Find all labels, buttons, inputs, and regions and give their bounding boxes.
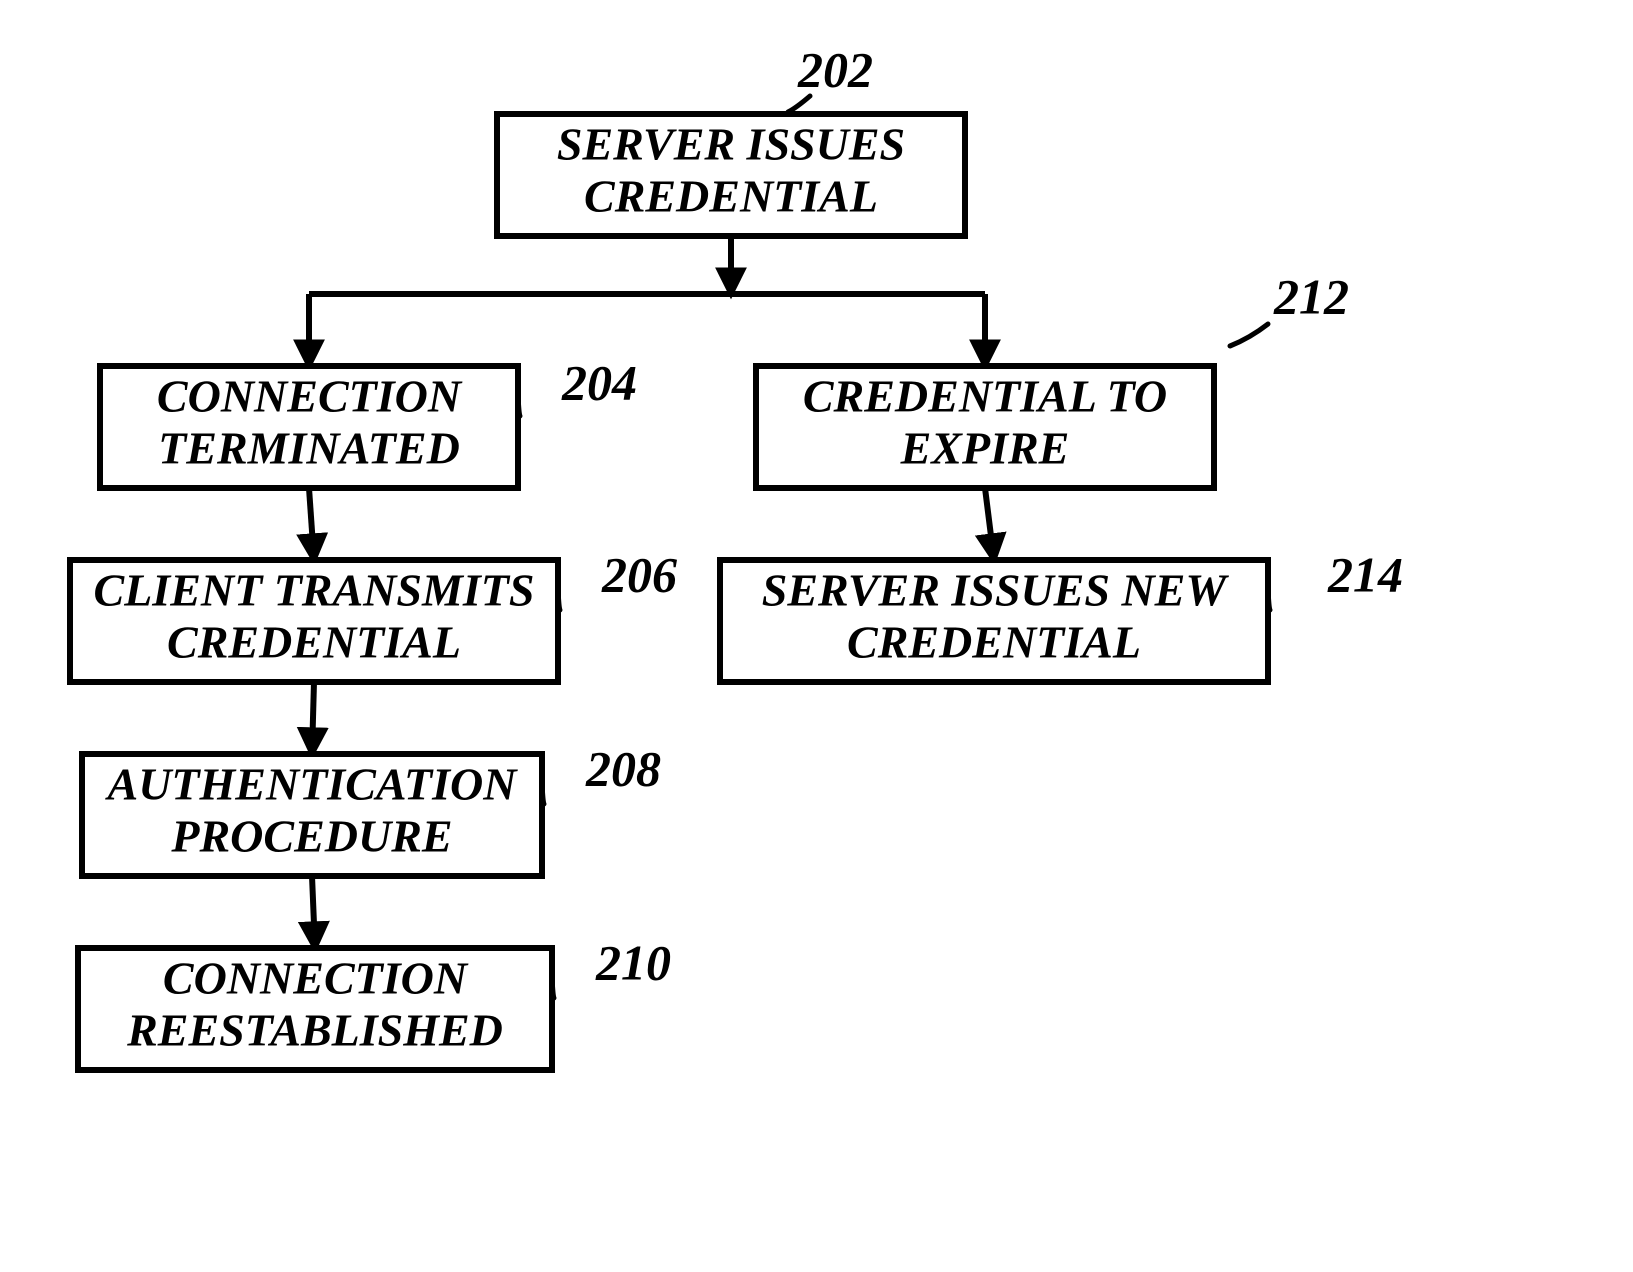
node-n202-ref: 202 bbox=[797, 41, 873, 97]
node-n210-ref-hook bbox=[552, 978, 554, 998]
node-n210-ref: 210 bbox=[595, 934, 671, 990]
node-n214-ref: 214 bbox=[1327, 546, 1403, 602]
node-n206-label-line2: CREDENTIAL bbox=[167, 617, 461, 668]
node-n204: CONNECTIONTERMINATED 204 bbox=[100, 354, 637, 488]
edge-n204-n206 bbox=[309, 488, 314, 560]
edge-n208-n210 bbox=[312, 876, 315, 948]
edge-n212-n214 bbox=[985, 488, 994, 560]
node-n214-label-line1: SERVER ISSUES NEW bbox=[762, 565, 1230, 616]
node-n202: SERVER ISSUESCREDENTIAL 202 bbox=[497, 41, 965, 236]
node-n206-ref-hook bbox=[558, 590, 560, 610]
node-n212-ref-hook bbox=[1230, 324, 1268, 346]
node-n210: CONNECTIONREESTABLISHED 210 bbox=[78, 934, 671, 1070]
node-n212: CREDENTIAL TOEXPIRE 212 bbox=[756, 268, 1349, 488]
node-n208-label-line1: AUTHENTICATION bbox=[105, 759, 519, 810]
node-n208-ref: 208 bbox=[585, 740, 661, 796]
node-n214-label-line2: CREDENTIAL bbox=[847, 617, 1141, 668]
node-n204-label-line1: CONNECTION bbox=[157, 371, 463, 422]
node-n208-ref-hook bbox=[542, 784, 544, 804]
node-n212-label-line2: EXPIRE bbox=[900, 423, 1070, 474]
node-n208: AUTHENTICATIONPROCEDURE 208 bbox=[82, 740, 661, 876]
node-n202-label-line1: SERVER ISSUES bbox=[557, 119, 905, 170]
node-n206-label-line1: CLIENT TRANSMITS bbox=[94, 565, 535, 616]
node-n212-ref: 212 bbox=[1273, 268, 1349, 324]
edge-n206-n208 bbox=[312, 682, 314, 754]
node-n204-ref: 204 bbox=[561, 354, 637, 410]
node-n206: CLIENT TRANSMITSCREDENTIAL 206 bbox=[70, 546, 677, 682]
node-n204-ref-hook bbox=[518, 396, 520, 416]
flowchart-canvas: SERVER ISSUESCREDENTIAL202CONNECTIONTERM… bbox=[0, 0, 1633, 1272]
node-n202-ref-hook bbox=[788, 96, 810, 112]
node-n214: SERVER ISSUES NEWCREDENTIAL 214 bbox=[720, 546, 1403, 682]
node-n206-ref: 206 bbox=[601, 546, 677, 602]
node-n202-label-line2: CREDENTIAL bbox=[584, 171, 878, 222]
node-n210-label-line2: REESTABLISHED bbox=[126, 1005, 503, 1056]
node-n212-label-line1: CREDENTIAL TO bbox=[803, 371, 1167, 422]
node-n214-ref-hook bbox=[1268, 590, 1270, 610]
node-n204-label-line2: TERMINATED bbox=[158, 423, 460, 474]
node-n208-label-line2: PROCEDURE bbox=[170, 811, 452, 862]
node-n210-label-line1: CONNECTION bbox=[163, 953, 469, 1004]
